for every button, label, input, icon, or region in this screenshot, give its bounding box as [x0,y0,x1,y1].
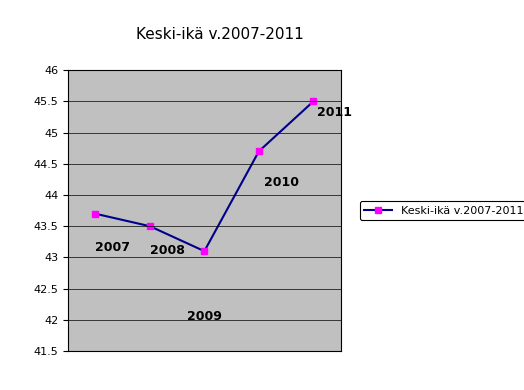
Keski-ikä v.2007-2011 [147,224,153,229]
Text: 2011: 2011 [317,106,352,119]
Text: Keski-ikä v.2007-2011: Keski-ikä v.2007-2011 [136,27,304,42]
Text: 2010: 2010 [264,176,299,189]
Text: 2007: 2007 [95,241,130,254]
Keski-ikä v.2007-2011 [256,149,262,154]
Keski-ikä v.2007-2011 [201,249,208,254]
Text: 2009: 2009 [187,310,222,323]
Keski-ikä v.2007-2011 [92,211,99,216]
Keski-ikä v.2007-2011 [310,99,316,104]
Line: Keski-ikä v.2007-2011: Keski-ikä v.2007-2011 [92,98,317,255]
Legend: Keski-ikä v.2007-2011: Keski-ikä v.2007-2011 [360,201,524,220]
Text: 2008: 2008 [150,244,185,257]
